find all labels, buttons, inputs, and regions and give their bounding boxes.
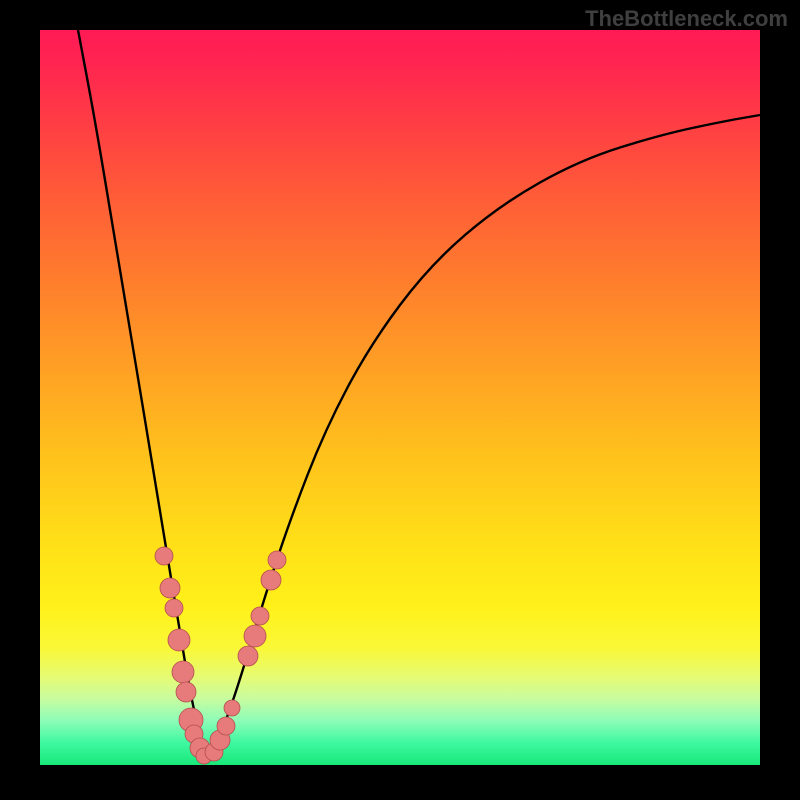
sample-marker bbox=[244, 625, 266, 647]
bottleneck-chart-svg bbox=[0, 0, 800, 800]
sample-marker bbox=[251, 607, 269, 625]
sample-marker bbox=[172, 661, 194, 683]
watermark-text: TheBottleneck.com bbox=[585, 6, 788, 32]
sample-marker bbox=[217, 717, 235, 735]
sample-marker bbox=[261, 570, 281, 590]
sample-marker bbox=[268, 551, 286, 569]
sample-marker bbox=[160, 578, 180, 598]
gradient-plot-area bbox=[40, 30, 760, 765]
chart-container bbox=[0, 0, 800, 800]
sample-marker bbox=[238, 646, 258, 666]
sample-marker bbox=[176, 682, 196, 702]
sample-marker bbox=[224, 700, 240, 716]
sample-marker bbox=[155, 547, 173, 565]
sample-marker bbox=[165, 599, 183, 617]
sample-marker bbox=[168, 629, 190, 651]
